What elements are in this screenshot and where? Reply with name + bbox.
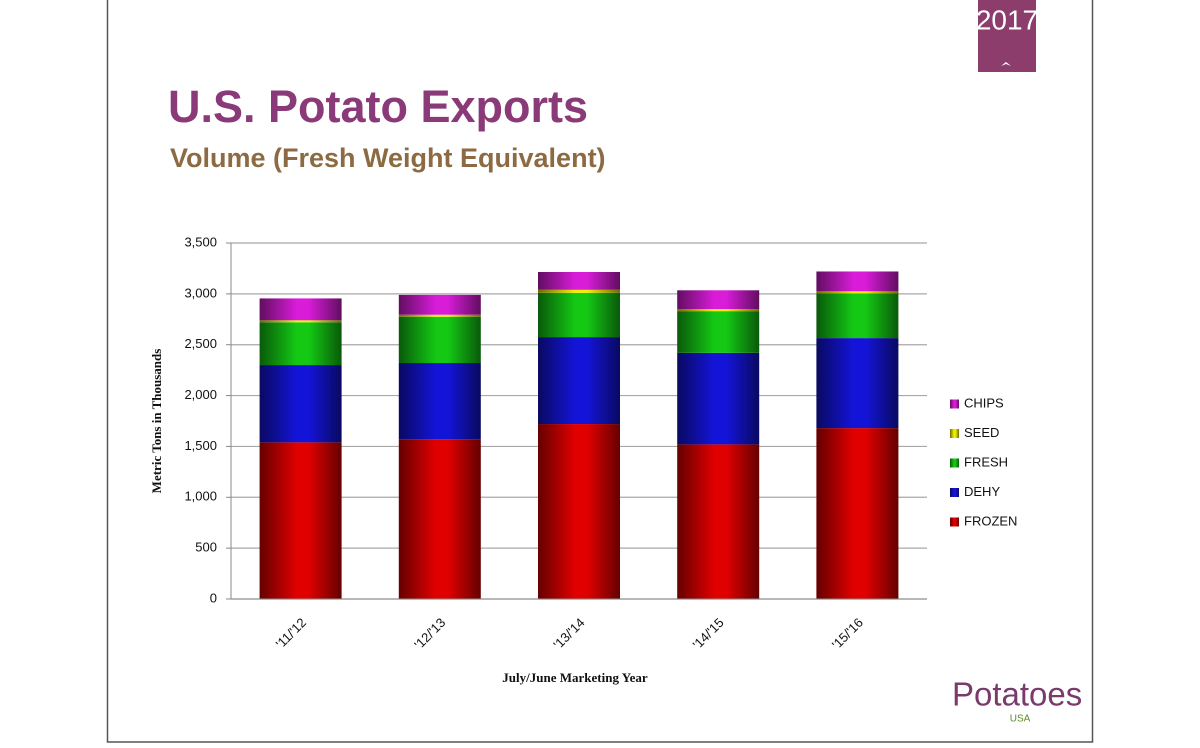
bar-segment [538,292,620,338]
y-tick-label: 2,500 [184,336,217,351]
bar-segment [398,314,481,317]
y-tick-label: 3,000 [184,285,217,300]
bar-segment [816,293,899,339]
legend-label: SEED [964,425,999,440]
chart-title: U.S. Potato Exports [168,81,588,132]
bar-segment [677,309,760,312]
bar-segment [816,291,899,294]
bar-segment [398,294,481,315]
bar-segment [677,444,760,599]
y-tick-label: 0 [210,590,217,605]
plot: 05001,0001,5002,0002,5003,0003,500'11/'1… [184,234,1017,652]
x-axis-title: July/June Marketing Year [502,670,648,685]
bar-segment [538,271,620,290]
bar-segment [398,363,481,440]
bar-segment [398,316,481,364]
badge-text: 2017 [976,4,1038,35]
y-tick-label: 2,000 [184,387,217,402]
legend-swatch [950,458,959,468]
chart-subtitle: Volume (Fresh Weight Equivalent) [170,143,606,173]
bar-segment [538,289,620,293]
legend-swatch [950,488,959,497]
bar-segment [259,365,342,443]
legend-label: FROZEN [964,513,1017,528]
logo-sub: USA [1010,714,1031,725]
legend-label: DEHY [964,484,1000,499]
badge-icon [1001,62,1011,66]
legend-label: FRESH [964,454,1008,469]
legend-swatch [950,429,959,438]
logo: Potatoes [952,676,1082,713]
bar-segment [816,428,899,599]
y-tick-label: 3,500 [184,234,217,249]
bar-segment [538,424,620,599]
bar-segment [677,290,760,310]
y-axis-title: Metric Tons in Thousands [149,349,164,494]
bar-segment [816,338,899,429]
y-tick-label: 1,000 [184,489,217,504]
bar-segment [259,298,342,321]
bar-segment [259,320,342,323]
bar-segment [677,352,760,445]
legend-swatch [950,399,959,409]
bar-segment [398,439,481,599]
y-tick-label: 1,500 [184,438,217,453]
bar-segment [538,337,620,425]
legend-swatch [950,517,959,527]
badge [978,0,1036,72]
y-tick-label: 500 [195,540,217,555]
bar-segment [677,311,760,353]
bar-segment [259,322,342,366]
bar-segment [816,271,899,292]
legend-label: CHIPS [964,395,1004,410]
bar-segment [259,442,342,599]
